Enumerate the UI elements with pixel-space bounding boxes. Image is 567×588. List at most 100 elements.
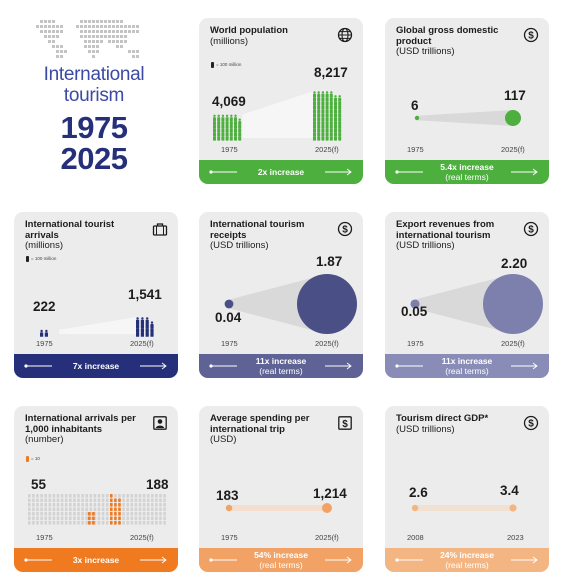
grid-person bbox=[40, 512, 43, 516]
grid-person bbox=[122, 516, 125, 521]
person-2025 bbox=[118, 498, 121, 503]
person-body bbox=[317, 121, 321, 125]
person-2025 bbox=[118, 516, 121, 521]
person-body bbox=[213, 132, 216, 137]
grid-person bbox=[138, 516, 142, 521]
person-2025 bbox=[321, 91, 325, 98]
grid-person bbox=[40, 521, 43, 525]
person-body bbox=[338, 101, 342, 106]
person-body bbox=[321, 121, 325, 125]
grid-person bbox=[52, 521, 56, 525]
person-body bbox=[329, 132, 333, 137]
map-dot bbox=[56, 50, 59, 53]
person-body bbox=[334, 101, 337, 106]
person-body bbox=[234, 117, 237, 122]
grid-person bbox=[101, 521, 105, 525]
card-arrivals-per-1000: International arrivals per 1,000 inhabit… bbox=[14, 406, 178, 572]
person-body bbox=[338, 105, 342, 110]
grid-person bbox=[28, 503, 31, 507]
map-dot bbox=[48, 20, 51, 23]
person-body bbox=[321, 113, 325, 118]
grid-person bbox=[52, 498, 56, 503]
person-body bbox=[225, 121, 229, 125]
person-body bbox=[329, 128, 333, 133]
map-dot bbox=[116, 35, 119, 38]
grid-person bbox=[69, 498, 72, 503]
person-body bbox=[325, 101, 329, 106]
map-dot bbox=[92, 50, 95, 53]
dot-end bbox=[322, 503, 332, 513]
grid-person bbox=[101, 516, 105, 521]
person-head bbox=[221, 114, 225, 118]
grid-person bbox=[36, 494, 39, 498]
bubble-end bbox=[297, 274, 357, 334]
card-export-revenues: Export revenues from international touri… bbox=[385, 212, 549, 378]
end-value: 2.20 bbox=[501, 256, 528, 271]
person-2025 bbox=[118, 503, 121, 507]
grid-person bbox=[130, 494, 134, 498]
map-dot bbox=[84, 25, 87, 28]
increase-band: 24% increase (real terms) bbox=[385, 548, 549, 572]
map-dot bbox=[60, 25, 63, 28]
start-value: 6 bbox=[411, 98, 419, 113]
map-dot bbox=[120, 40, 123, 43]
grid-person bbox=[126, 498, 129, 503]
person-body bbox=[317, 109, 321, 114]
person-body bbox=[329, 121, 333, 125]
dollar-icon: $ bbox=[523, 27, 539, 43]
person-body bbox=[150, 332, 154, 337]
grid-person bbox=[48, 516, 52, 521]
person-head bbox=[40, 329, 43, 333]
grid-person bbox=[48, 494, 52, 498]
person-body bbox=[338, 113, 342, 118]
person-head bbox=[313, 91, 316, 94]
card-title-text: Export revenues from international touri… bbox=[396, 219, 495, 241]
person-body bbox=[313, 128, 316, 133]
grid-person bbox=[44, 494, 47, 498]
grid-person bbox=[48, 512, 52, 516]
grid-person bbox=[52, 503, 56, 507]
person-body bbox=[140, 328, 144, 333]
map-dot bbox=[48, 40, 51, 43]
hero-title: International tourism bbox=[14, 64, 174, 106]
grid-person bbox=[151, 521, 154, 525]
person-body bbox=[140, 324, 144, 329]
grid-person bbox=[146, 507, 150, 512]
person-head bbox=[146, 317, 149, 320]
end-value: 117 bbox=[504, 88, 526, 103]
person-2025 bbox=[338, 95, 342, 102]
map-dot bbox=[100, 35, 103, 38]
map-dot bbox=[80, 30, 83, 33]
person-body bbox=[338, 125, 342, 129]
person-body bbox=[334, 109, 337, 114]
person-head bbox=[317, 91, 320, 94]
grid-person bbox=[142, 498, 146, 503]
person-body bbox=[213, 128, 216, 133]
grid-person bbox=[142, 503, 146, 507]
grid-person bbox=[151, 512, 154, 516]
person-body bbox=[225, 117, 229, 122]
grid-person bbox=[126, 503, 129, 507]
person-body bbox=[321, 128, 325, 133]
hero-year-start: 1975 bbox=[60, 110, 128, 145]
card-title: International arrivals per 1,000 inhabit… bbox=[25, 413, 143, 446]
legend: = 10 bbox=[26, 456, 40, 462]
luggage-icon bbox=[152, 223, 168, 236]
person-body bbox=[329, 101, 333, 106]
person-body bbox=[334, 136, 337, 141]
grid-person bbox=[155, 516, 158, 521]
map-dot bbox=[56, 55, 59, 58]
grid-person bbox=[60, 498, 64, 503]
grid-person bbox=[101, 498, 105, 503]
arrow-head bbox=[532, 168, 538, 176]
person-2025 bbox=[114, 498, 117, 503]
card-subtitle: (millions) bbox=[210, 35, 248, 47]
grid-person bbox=[93, 498, 97, 503]
increase-band: 5.4x increase (real terms) bbox=[385, 160, 549, 184]
person-body bbox=[145, 332, 149, 337]
person-body bbox=[234, 132, 237, 137]
grid-person bbox=[28, 498, 31, 503]
card-subtitle: (USD) bbox=[210, 434, 237, 445]
grid-person bbox=[101, 512, 105, 516]
map-dot bbox=[92, 45, 95, 48]
